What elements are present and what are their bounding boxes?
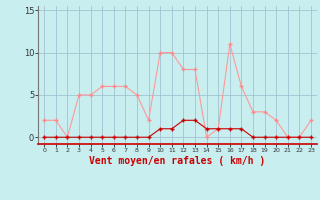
X-axis label: Vent moyen/en rafales ( km/h ): Vent moyen/en rafales ( km/h ): [90, 156, 266, 166]
